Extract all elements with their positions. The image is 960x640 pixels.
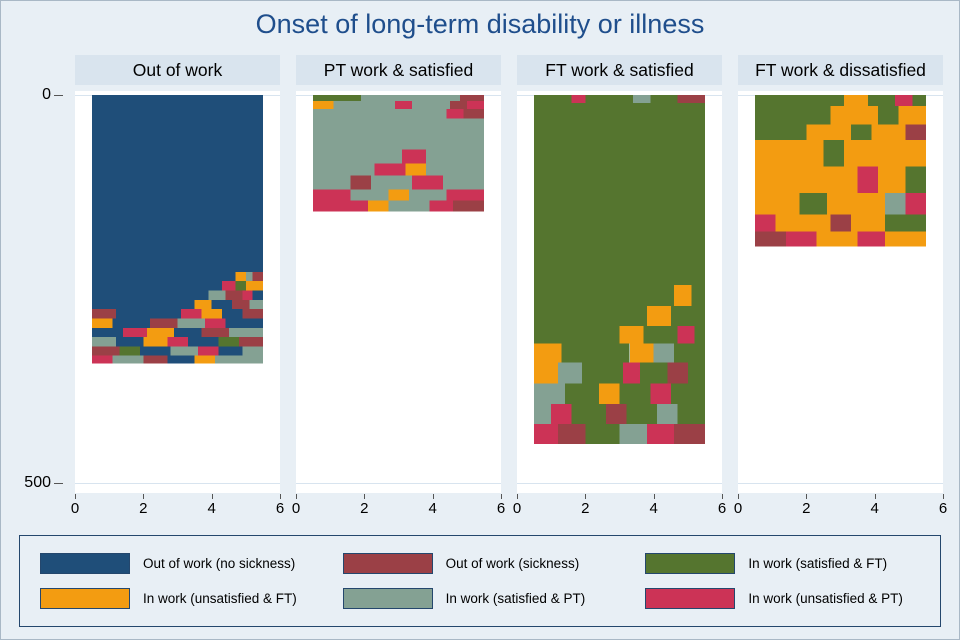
x-tick-mark [722,494,723,499]
legend-swatch-iw_uft [40,587,130,609]
x-tick-label: 0 [733,500,743,517]
legend-label: In work (satisfied & FT) [748,556,888,572]
legend-item-iw_sft: In work (satisfied & FT) [631,551,934,577]
y-tick-mark [54,95,63,96]
y-axis: 0 500 [1,86,67,493]
gridline-y-500 [296,483,501,484]
x-tick-mark [143,494,145,499]
x-tick-label: 2 [581,500,590,517]
x-tick-label: 4 [870,500,879,517]
x-tick-label: 0 [291,500,301,517]
legend-label: Out of work (sickness) [445,556,580,572]
x-axis: 0 2 4 6 [734,493,947,519]
legend-swatch-iw_upt [645,587,736,609]
x-tick-label: 6 [717,500,727,517]
gridline-y-500 [738,483,943,484]
x-axis: 0 2 4 6 [71,493,284,519]
x-tick-mark [585,494,587,499]
x-tick-mark [738,494,739,499]
x-tick-label: 0 [512,500,522,517]
panel-3: FT work & satisfied 0 2 4 6 [513,55,726,519]
x-tick-label: 2 [360,500,369,517]
x-tick-mark [432,494,434,499]
sequence-bars [755,95,926,247]
x-tick-label: 2 [139,500,148,517]
x-axis: 0 2 4 6 [513,493,726,519]
x-tick-label: 6 [275,500,285,517]
x-tick-label: 4 [428,500,437,517]
legend-item-oow_ns: Out of work (no sickness) [26,551,329,577]
sequence-bars [92,95,263,364]
panel-4: FT work & dissatisfied 0 2 4 6 [734,55,947,519]
x-tick-mark [517,494,518,499]
y-tick-label: 0 [42,86,51,103]
x-tick-mark [75,494,76,499]
panel-2: PT work & satisfied 0 2 4 6 [292,55,505,519]
panels-row: Out of work 0 2 4 6 PT work & satisfied 0 2 4 6 FT… [71,55,947,519]
legend-label: Out of work (no sickness) [143,556,296,572]
panel-title: Out of work [75,55,280,85]
panel-title: PT work & satisfied [296,55,501,85]
sequence-plot [517,91,722,493]
x-tick-mark [280,494,281,499]
x-tick-label: 6 [938,500,948,517]
chart-area: 0 500 Out of work 0 2 4 6 PT work & satisfied 0… [1,55,959,519]
x-tick-mark [943,494,944,499]
sequence-plot [75,91,280,493]
legend-swatch-iw_sft [645,553,736,575]
legend-item-oow_s: Out of work (sickness) [329,551,632,577]
x-tick-mark [211,494,213,499]
x-tick-mark [806,494,808,499]
gridline-y-500 [75,483,280,484]
gridline-y-500 [517,483,722,484]
sequence-bars [313,95,484,212]
legend-swatch-oow_s [342,553,433,575]
legend: Out of work (no sickness) Out of work (si… [19,535,941,627]
panel-title: FT work & satisfied [517,55,722,85]
y-tick-mark [54,483,63,484]
x-axis: 0 2 4 6 [292,493,505,519]
legend-item-iw_spt: In work (satisfied & PT) [329,585,632,611]
x-tick-mark [653,494,655,499]
x-tick-mark [874,494,876,499]
y-tick-label: 500 [24,474,51,491]
legend-swatch-iw_spt [342,587,433,609]
sequence-plot [738,91,943,493]
chart-title: Onset of long-term disability or illness [255,9,705,39]
legend-item-iw_upt: In work (unsatisfied & PT) [631,585,934,611]
x-tick-mark [501,494,502,499]
x-tick-label: 4 [207,500,216,517]
panel-1: Out of work 0 2 4 6 [71,55,284,519]
x-tick-label: 4 [649,500,658,517]
x-tick-label: 2 [802,500,811,517]
x-tick-label: 6 [496,500,506,517]
legend-item-iw_uft: In work (unsatisfied & FT) [26,585,329,611]
sequence-bars [534,95,705,445]
legend-swatch-oow_ns [40,553,130,575]
x-tick-mark [364,494,366,499]
x-tick-label: 0 [70,500,80,517]
legend-label: In work (satisfied & PT) [445,590,586,606]
panel-title: FT work & dissatisfied [738,55,943,85]
legend-label: In work (unsatisfied & FT) [143,590,297,606]
legend-label: In work (unsatisfied & PT) [748,590,903,606]
x-tick-mark [296,494,297,499]
sequence-plot [296,91,501,493]
